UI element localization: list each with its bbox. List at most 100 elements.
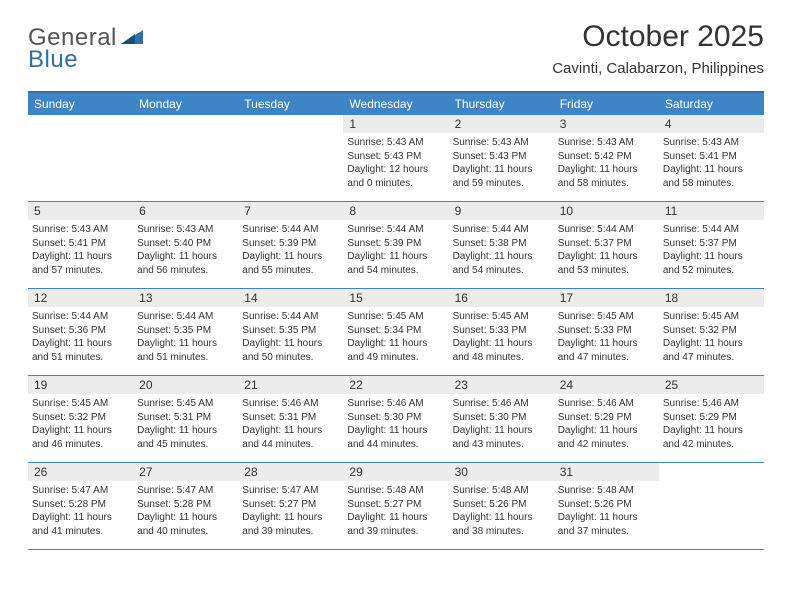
sunrise-text: Sunrise: 5:45 AM (558, 310, 655, 324)
sunrise-text: Sunrise: 5:43 AM (453, 136, 550, 150)
day-cell: 4Sunrise: 5:43 AMSunset: 5:41 PMDaylight… (659, 115, 764, 201)
day-info: Sunrise: 5:46 AMSunset: 5:30 PMDaylight:… (453, 397, 550, 451)
day-number: 11 (659, 202, 764, 220)
sunset-text: Sunset: 5:30 PM (347, 411, 444, 425)
sunset-text: Sunset: 5:33 PM (558, 324, 655, 338)
sunset-text: Sunset: 5:39 PM (242, 237, 339, 251)
sunrise-text: Sunrise: 5:44 AM (663, 223, 760, 237)
day-cell: 1Sunrise: 5:43 AMSunset: 5:43 PMDaylight… (343, 115, 448, 201)
day-cell: 30Sunrise: 5:48 AMSunset: 5:26 PMDayligh… (449, 463, 554, 549)
sunrise-text: Sunrise: 5:44 AM (137, 310, 234, 324)
day-number: 6 (133, 202, 238, 220)
sunset-text: Sunset: 5:42 PM (558, 150, 655, 164)
sunrise-text: Sunrise: 5:44 AM (242, 223, 339, 237)
day-info: Sunrise: 5:44 AMSunset: 5:36 PMDaylight:… (32, 310, 129, 364)
day-info: Sunrise: 5:46 AMSunset: 5:30 PMDaylight:… (347, 397, 444, 451)
weeks-container: 1Sunrise: 5:43 AMSunset: 5:43 PMDaylight… (28, 115, 764, 550)
daylight-text: Daylight: 11 hours and 44 minutes. (347, 424, 444, 451)
sunset-text: Sunset: 5:28 PM (32, 498, 129, 512)
day-number: 14 (238, 289, 343, 307)
daylight-text: Daylight: 11 hours and 48 minutes. (453, 337, 550, 364)
daylight-text: Daylight: 11 hours and 47 minutes. (558, 337, 655, 364)
daylight-text: Daylight: 11 hours and 55 minutes. (242, 250, 339, 277)
day-info: Sunrise: 5:43 AMSunset: 5:41 PMDaylight:… (663, 136, 760, 190)
day-number: 3 (554, 115, 659, 133)
day-cell: 15Sunrise: 5:45 AMSunset: 5:34 PMDayligh… (343, 289, 448, 375)
daylight-text: Daylight: 11 hours and 39 minutes. (347, 511, 444, 538)
day-info: Sunrise: 5:44 AMSunset: 5:39 PMDaylight:… (347, 223, 444, 277)
day-info: Sunrise: 5:44 AMSunset: 5:35 PMDaylight:… (242, 310, 339, 364)
day-number: 15 (343, 289, 448, 307)
day-cell: 6Sunrise: 5:43 AMSunset: 5:40 PMDaylight… (133, 202, 238, 288)
location-text: Cavinti, Calabarzon, Philippines (552, 60, 764, 77)
day-info: Sunrise: 5:45 AMSunset: 5:33 PMDaylight:… (558, 310, 655, 364)
day-cell: 16 Sunrise: 5:45 AMSunset: 5:33 PMDayligh… (449, 289, 554, 375)
day-info: Sunrise: 5:47 AMSunset: 5:28 PMDaylight:… (32, 484, 129, 538)
day-cell: 7Sunrise: 5:44 AMSunset: 5:39 PMDaylight… (238, 202, 343, 288)
day-number: 23 (449, 376, 554, 394)
day-number: 29 (343, 463, 448, 481)
day-number: 31 (554, 463, 659, 481)
day-info: Sunrise: 5:45 AMSunset: 5:33 PMDaylight:… (453, 310, 550, 364)
daylight-text: Daylight: 11 hours and 44 minutes. (242, 424, 339, 451)
day-info: Sunrise: 5:47 AMSunset: 5:28 PMDaylight:… (137, 484, 234, 538)
daylight-text: Daylight: 11 hours and 46 minutes. (32, 424, 129, 451)
sunset-text: Sunset: 5:34 PM (347, 324, 444, 338)
daylight-text: Daylight: 11 hours and 52 minutes. (663, 250, 760, 277)
daylight-text: Daylight: 11 hours and 58 minutes. (558, 163, 655, 190)
sunrise-text: Sunrise: 5:48 AM (347, 484, 444, 498)
sunset-text: Sunset: 5:29 PM (558, 411, 655, 425)
day-number (238, 115, 343, 133)
day-info: Sunrise: 5:45 AMSunset: 5:32 PMDaylight:… (32, 397, 129, 451)
daylight-text: Daylight: 11 hours and 51 minutes. (32, 337, 129, 364)
sunrise-text: Sunrise: 5:44 AM (453, 223, 550, 237)
day-cell (28, 115, 133, 201)
day-cell: 21Sunrise: 5:46 AMSunset: 5:31 PMDayligh… (238, 376, 343, 462)
sunset-text: Sunset: 5:39 PM (347, 237, 444, 251)
day-number (133, 115, 238, 133)
sunset-text: Sunset: 5:31 PM (137, 411, 234, 425)
sunset-text: Sunset: 5:41 PM (663, 150, 760, 164)
sunset-text: Sunset: 5:33 PM (453, 324, 550, 338)
daylight-text: Daylight: 11 hours and 47 minutes. (663, 337, 760, 364)
day-info: Sunrise: 5:44 AMSunset: 5:38 PMDaylight:… (453, 223, 550, 277)
month-title: October 2025 (552, 20, 764, 54)
day-header-cell: Monday (133, 93, 238, 115)
day-info: Sunrise: 5:43 AMSunset: 5:42 PMDaylight:… (558, 136, 655, 190)
triangle-icon (121, 28, 143, 49)
sunrise-text: Sunrise: 5:46 AM (558, 397, 655, 411)
sunrise-text: Sunrise: 5:46 AM (347, 397, 444, 411)
daylight-text: Daylight: 11 hours and 39 minutes. (242, 511, 339, 538)
week-row: 19Sunrise: 5:45 AMSunset: 5:32 PMDayligh… (28, 376, 764, 463)
day-info: Sunrise: 5:44 AMSunset: 5:39 PMDaylight:… (242, 223, 339, 277)
sunrise-text: Sunrise: 5:45 AM (347, 310, 444, 324)
day-number: 25 (659, 376, 764, 394)
title-block: October 2025 Cavinti, Calabarzon, Philip… (552, 20, 764, 77)
daylight-text: Daylight: 11 hours and 51 minutes. (137, 337, 234, 364)
header: General October 2025 Cavinti, Calabarzon… (0, 0, 792, 81)
daylight-text: Daylight: 12 hours and 0 minutes. (347, 163, 444, 190)
day-number: 12 (28, 289, 133, 307)
day-info: Sunrise: 5:44 AMSunset: 5:35 PMDaylight:… (137, 310, 234, 364)
week-row: 1Sunrise: 5:43 AMSunset: 5:43 PMDaylight… (28, 115, 764, 202)
daylight-text: Daylight: 11 hours and 40 minutes. (137, 511, 234, 538)
day-number: 21 (238, 376, 343, 394)
day-header-cell: Tuesday (238, 93, 343, 115)
daylight-text: Daylight: 11 hours and 50 minutes. (242, 337, 339, 364)
day-number: 16 (449, 289, 554, 307)
day-info: Sunrise: 5:46 AMSunset: 5:29 PMDaylight:… (663, 397, 760, 451)
calendar: SundayMondayTuesdayWednesdayThursdayFrid… (28, 91, 764, 550)
sunrise-text: Sunrise: 5:45 AM (663, 310, 760, 324)
day-cell: 8Sunrise: 5:44 AMSunset: 5:39 PMDaylight… (343, 202, 448, 288)
day-header-cell: Sunday (28, 93, 133, 115)
day-cell: 23 Sunrise: 5:46 AMSunset: 5:30 PMDayligh… (449, 376, 554, 462)
sunset-text: Sunset: 5:26 PM (558, 498, 655, 512)
day-cell: 20Sunrise: 5:45 AMSunset: 5:31 PMDayligh… (133, 376, 238, 462)
day-cell: 11Sunrise: 5:44 AMSunset: 5:37 PMDayligh… (659, 202, 764, 288)
day-cell: 5Sunrise: 5:43 AMSunset: 5:41 PMDaylight… (28, 202, 133, 288)
day-header-row: SundayMondayTuesdayWednesdayThursdayFrid… (28, 93, 764, 115)
day-number: 9 (449, 202, 554, 220)
day-cell: 10Sunrise: 5:44 AMSunset: 5:37 PMDayligh… (554, 202, 659, 288)
day-cell (659, 463, 764, 549)
day-info: Sunrise: 5:43 AMSunset: 5:43 PMDaylight:… (347, 136, 444, 190)
